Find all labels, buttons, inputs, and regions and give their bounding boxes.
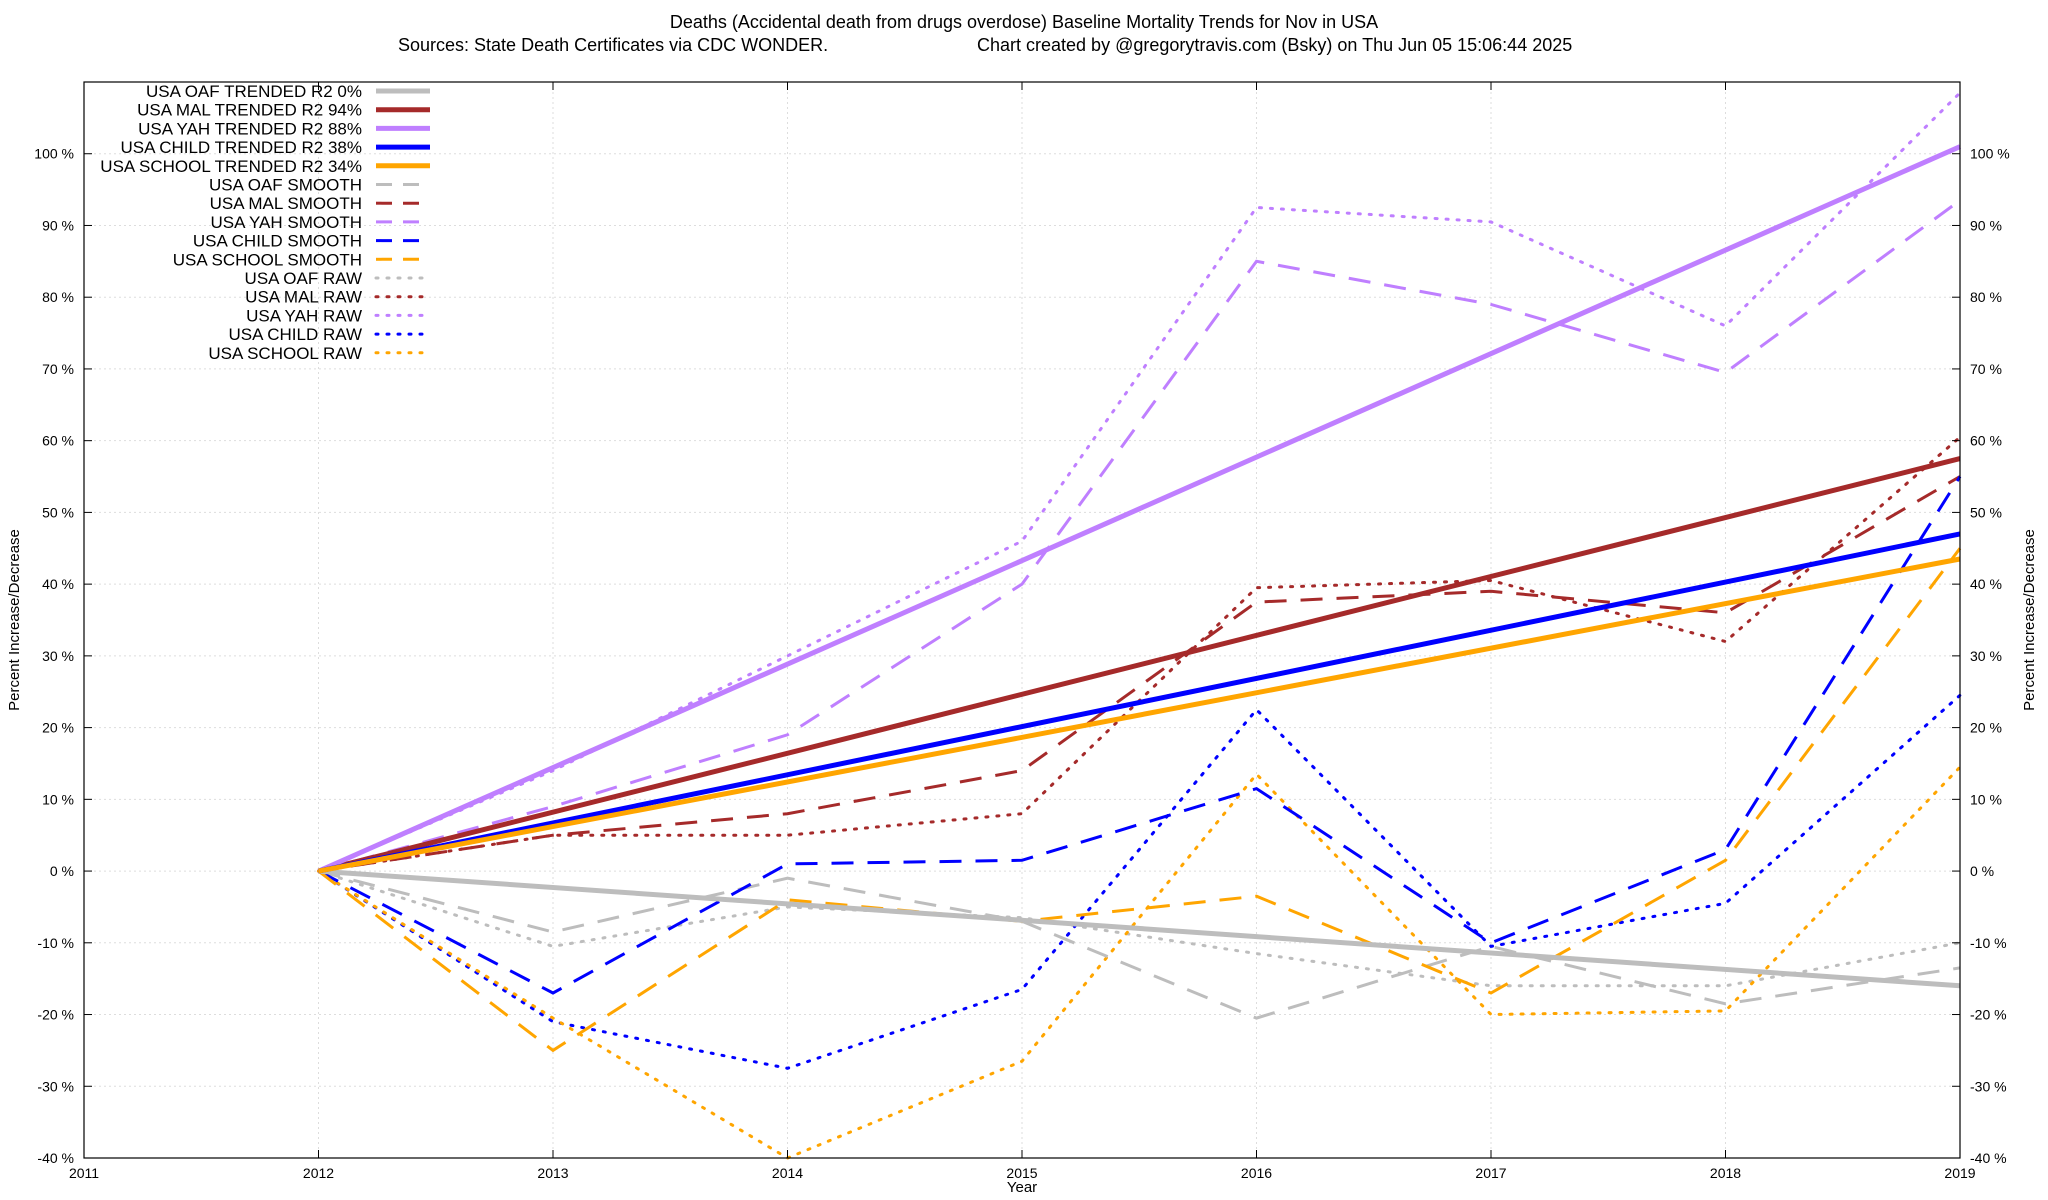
chart-subtitle-source: Sources: State Death Certificates via CD… [398, 35, 828, 55]
y-tick-label-right: 90 % [1970, 217, 2002, 233]
y-tick-label-right: 60 % [1970, 433, 2002, 449]
legend: USA OAF TRENDED R2 0%USA MAL TRENDED R2 … [100, 82, 432, 363]
legend-label: USA SCHOOL TRENDED R2 34% [100, 157, 362, 176]
series-line-usa-oaf-trended-r2 [318, 868, 1961, 989]
y-tick-label-left: 60 % [42, 433, 74, 449]
series-line-usa-yah-trended-r2 [317, 144, 1962, 874]
chart-title: Deaths (Accidental death from drugs over… [670, 12, 1378, 32]
y-tick-label-left: 40 % [42, 576, 74, 592]
y-tick-label-left: -10 % [37, 935, 74, 951]
chart-subtitle-credit: Chart created by @gregorytravis.com (Bsk… [977, 35, 1572, 55]
y-tick-label-left: 100 % [34, 146, 74, 162]
series-line-usa-oaf-raw [317, 869, 1962, 988]
y-tick-label-left: 50 % [42, 504, 74, 520]
y-tick-label-right: 80 % [1970, 289, 2002, 305]
y-tick-label-left: 10 % [42, 791, 74, 807]
axis-ticks: 2011 2012 2013 2014 2015 2016 2017 2018 2019-40 … [34, 82, 2010, 1181]
y-tick-label-right: 70 % [1970, 361, 2002, 377]
y-tick-label-left: -40 % [37, 1150, 74, 1166]
legend-label: USA MAL RAW [245, 288, 362, 307]
x-tick-label: 2013 [537, 1165, 568, 1181]
y-tick-label-left: -30 % [37, 1078, 74, 1094]
legend-label: USA YAH RAW [246, 306, 362, 325]
y-tick-label-right: -30 % [1970, 1078, 2007, 1094]
legend-label: USA YAH SMOOTH [211, 213, 362, 232]
legend-label: USA SCHOOL SMOOTH [173, 250, 362, 269]
legend-label: USA MAL TRENDED R2 94% [137, 101, 362, 120]
legend-label: USA OAF SMOOTH [209, 176, 362, 195]
y-tick-label-left: -20 % [37, 1007, 74, 1023]
series-line-usa-child-raw [317, 693, 1962, 1070]
y-tick-label-right: -10 % [1970, 935, 2007, 951]
series-line-usa-child-trended-r2 [317, 531, 1961, 874]
y-tick-label-right: 10 % [1970, 791, 2002, 807]
series-line-usa-mal-trended-r2 [317, 456, 1961, 874]
legend-label: USA CHILD TRENDED R2 38% [120, 138, 362, 157]
y-tick-label-left: 30 % [42, 648, 74, 664]
x-tick-label: 2011 [69, 1165, 99, 1181]
y-tick-label-right: -20 % [1970, 1007, 2007, 1023]
x-tick-label: 2017 [1475, 1165, 1506, 1181]
series-lines [317, 91, 1962, 1160]
y-tick-label-right: -40 % [1970, 1150, 2007, 1166]
y-tick-label-right: 100 % [1970, 146, 2010, 162]
series-line-usa-mal-raw [317, 435, 1962, 873]
series-line-usa-yah-raw [317, 91, 1962, 873]
y-tick-label-left: 0 % [50, 863, 74, 879]
legend-label: USA YAH TRENDED R2 88% [138, 119, 362, 138]
grid [83, 82, 1961, 1159]
x-tick-label: 2016 [1241, 1165, 1272, 1181]
x-tick-label: 2015 [1006, 1165, 1037, 1181]
x-tick-label: 2012 [303, 1165, 334, 1181]
y-tick-label-right: 20 % [1970, 720, 2002, 736]
x-axis-label: Year [1007, 1179, 1037, 1196]
y-tick-label-right: 30 % [1970, 648, 2002, 664]
y-tick-label-right: 50 % [1970, 504, 2002, 520]
legend-label: USA CHILD RAW [228, 325, 362, 344]
y-tick-label-left: 90 % [42, 217, 74, 233]
y-tick-label-left: 20 % [42, 720, 74, 736]
series-line-usa-mal-smooth [318, 475, 1961, 873]
series-line-usa-oaf-smooth [318, 869, 1961, 1020]
x-tick-label: 2018 [1710, 1165, 1741, 1181]
series-line-usa-school-raw [317, 765, 1962, 1160]
legend-label: USA SCHOOL RAW [208, 344, 362, 363]
series-line-usa-child-smooth [317, 475, 1962, 995]
y-tick-label-left: 70 % [42, 361, 74, 377]
y-tick-label-right: 0 % [1970, 863, 1994, 879]
x-tick-label: 2014 [772, 1165, 803, 1181]
series-line-usa-school-smooth [317, 547, 1962, 1053]
legend-label: USA CHILD SMOOTH [193, 232, 362, 251]
legend-label: USA MAL SMOOTH [210, 194, 362, 213]
y-tick-label-left: 80 % [42, 289, 74, 305]
y-tick-label-right: 40 % [1970, 576, 2002, 592]
y-axis-label-left: Percent Increase/Decrease [6, 529, 23, 711]
legend-label: USA OAF RAW [245, 269, 362, 288]
x-tick-label: 2019 [1944, 1165, 1975, 1181]
y-axis-label-right: Percent Increase/Decrease [2021, 529, 2038, 711]
legend-label: USA OAF TRENDED R2 0% [146, 82, 362, 101]
series-line-usa-school-trended-r2 [318, 556, 1961, 874]
series-line-usa-yah-smooth [318, 199, 1961, 873]
